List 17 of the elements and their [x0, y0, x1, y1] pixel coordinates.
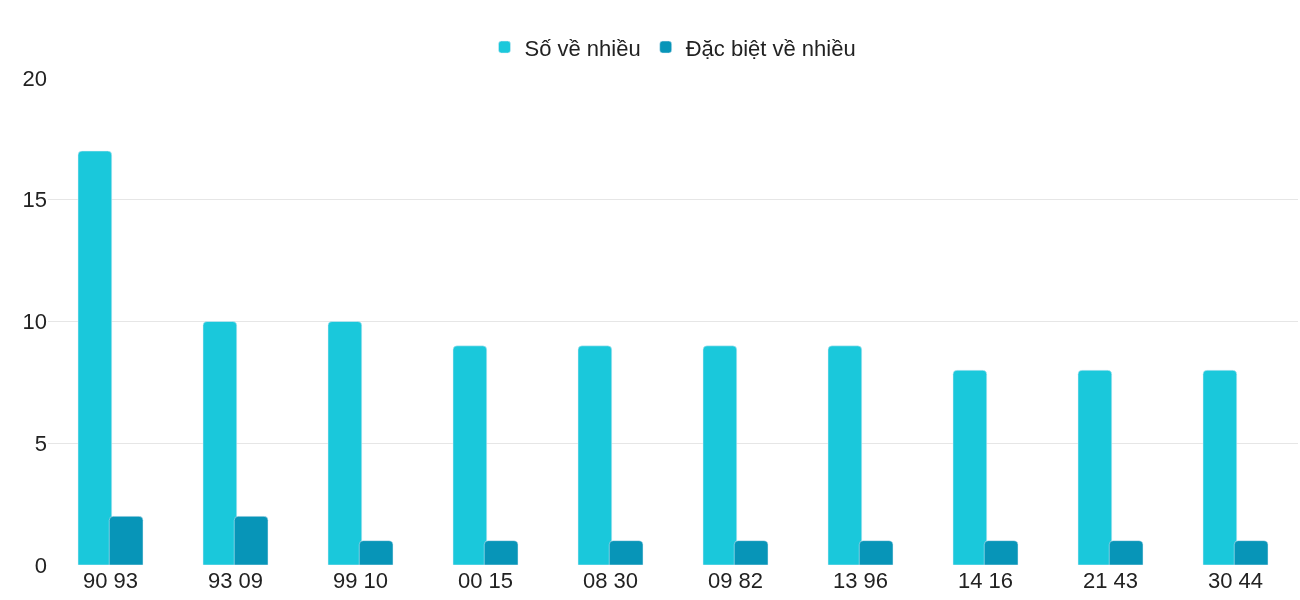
- x-tick-label: 14 16: [957, 568, 1014, 593]
- x-tick-label: 08 30: [582, 568, 639, 593]
- y-tick-label: 5: [34, 430, 47, 456]
- x-tick-label: 00 15: [457, 568, 514, 593]
- x-tick-label: 09 82: [707, 568, 764, 593]
- y-tick-label: 10: [22, 309, 47, 335]
- x-tick-label: 90 93: [82, 568, 139, 593]
- x-tick-label: 99 10: [332, 568, 389, 593]
- x-tick-label: 30 44: [1207, 568, 1264, 593]
- legend-label: Đặc biệt về nhiều: [685, 35, 856, 61]
- x-tick-label: 21 43: [1082, 568, 1139, 593]
- x-tick-label: 13 96: [832, 568, 889, 593]
- y-tick-label: 0: [34, 552, 47, 578]
- legend-label: Số về nhiều: [524, 35, 641, 61]
- y-tick-label: 15: [22, 187, 47, 213]
- x-tick-label: 93 09: [207, 568, 264, 593]
- y-tick-label: 20: [22, 65, 47, 91]
